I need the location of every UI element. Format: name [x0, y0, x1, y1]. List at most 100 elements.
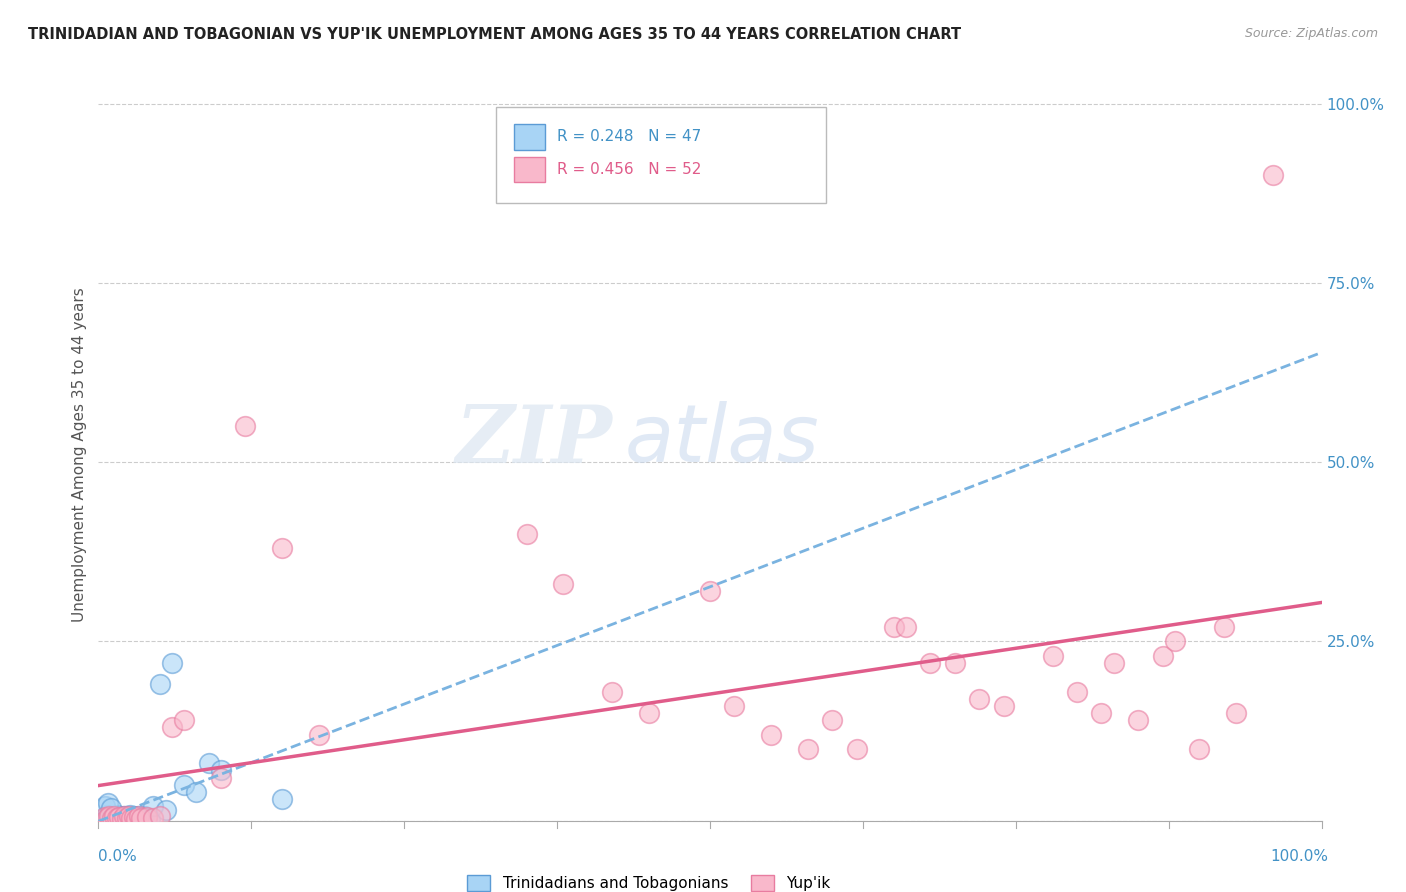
- Y-axis label: Unemployment Among Ages 35 to 44 years: Unemployment Among Ages 35 to 44 years: [72, 287, 87, 623]
- Point: [160, 720, 183, 734]
- Point: [1261, 168, 1284, 182]
- Point: [1128, 713, 1150, 727]
- Point: [1042, 648, 1064, 663]
- Point: [173, 778, 195, 792]
- Point: [105, 812, 128, 826]
- Point: [110, 809, 132, 823]
- Point: [128, 811, 150, 825]
- Point: [111, 810, 134, 824]
- Point: [1164, 634, 1187, 648]
- Point: [115, 811, 138, 825]
- Point: [114, 811, 136, 825]
- Point: [160, 656, 183, 670]
- Point: [967, 691, 990, 706]
- Point: [142, 812, 165, 826]
- Point: [125, 812, 148, 826]
- Point: [97, 796, 120, 810]
- Point: [120, 808, 142, 822]
- Point: [797, 742, 820, 756]
- Point: [1152, 648, 1174, 663]
- Text: 0.0%: 0.0%: [98, 849, 138, 863]
- Point: [845, 742, 868, 756]
- Point: [124, 812, 146, 826]
- Bar: [515, 157, 546, 183]
- Point: [96, 808, 118, 822]
- Point: [122, 810, 145, 824]
- Text: TRINIDADIAN AND TOBAGONIAN VS YUP'IK UNEMPLOYMENT AMONG AGES 35 TO 44 YEARS CORR: TRINIDADIAN AND TOBAGONIAN VS YUP'IK UNE…: [28, 27, 962, 42]
- Point: [101, 809, 124, 823]
- Point: [100, 808, 122, 822]
- Point: [761, 728, 783, 742]
- Text: Source: ZipAtlas.com: Source: ZipAtlas.com: [1244, 27, 1378, 40]
- Point: [129, 812, 152, 826]
- Point: [173, 713, 195, 727]
- Point: [894, 620, 917, 634]
- Point: [821, 713, 844, 727]
- Point: [93, 810, 115, 824]
- Point: [98, 808, 121, 822]
- Point: [100, 801, 122, 815]
- Point: [117, 812, 139, 826]
- Point: [125, 810, 148, 824]
- Point: [94, 812, 117, 826]
- Point: [96, 812, 118, 826]
- Point: [131, 812, 153, 826]
- Point: [209, 771, 232, 785]
- Point: [883, 620, 905, 634]
- Point: [723, 698, 745, 713]
- Point: [104, 810, 127, 824]
- Point: [209, 764, 232, 778]
- Point: [136, 810, 159, 824]
- Point: [637, 706, 661, 720]
- Point: [128, 809, 150, 823]
- Point: [98, 812, 121, 826]
- Point: [103, 809, 125, 823]
- Point: [112, 808, 135, 822]
- Point: [115, 809, 138, 823]
- FancyBboxPatch shape: [496, 108, 827, 202]
- Point: [186, 785, 208, 799]
- Point: [93, 810, 115, 824]
- Point: [149, 677, 172, 691]
- Point: [699, 584, 721, 599]
- Point: [1188, 742, 1211, 756]
- Point: [149, 808, 172, 822]
- Text: R = 0.248   N = 47: R = 0.248 N = 47: [557, 129, 702, 145]
- Point: [270, 792, 294, 806]
- Point: [118, 809, 141, 823]
- Point: [120, 811, 142, 825]
- Text: ZIP: ZIP: [456, 401, 612, 479]
- Point: [108, 810, 131, 824]
- Text: 100.0%: 100.0%: [1271, 849, 1329, 863]
- Point: [553, 577, 575, 591]
- Point: [122, 809, 145, 823]
- Point: [1066, 684, 1088, 698]
- Bar: [515, 124, 546, 150]
- Point: [139, 812, 162, 826]
- Point: [120, 812, 142, 826]
- Point: [118, 810, 141, 824]
- Point: [129, 810, 152, 824]
- Point: [197, 756, 219, 771]
- Point: [943, 656, 966, 670]
- Point: [121, 812, 143, 826]
- Point: [1225, 706, 1247, 720]
- Point: [920, 656, 942, 670]
- Point: [155, 803, 177, 817]
- Point: [1102, 656, 1125, 670]
- Point: [129, 811, 152, 825]
- Point: [142, 799, 165, 814]
- Point: [93, 799, 115, 814]
- Point: [308, 728, 330, 742]
- Point: [103, 812, 125, 826]
- Point: [108, 812, 131, 826]
- Point: [1090, 706, 1112, 720]
- Point: [101, 811, 124, 825]
- Point: [993, 698, 1015, 713]
- Point: [97, 810, 120, 824]
- Text: R = 0.456   N = 52: R = 0.456 N = 52: [557, 162, 702, 178]
- Point: [127, 808, 149, 822]
- Point: [111, 812, 134, 826]
- Point: [600, 684, 623, 698]
- Point: [270, 541, 294, 556]
